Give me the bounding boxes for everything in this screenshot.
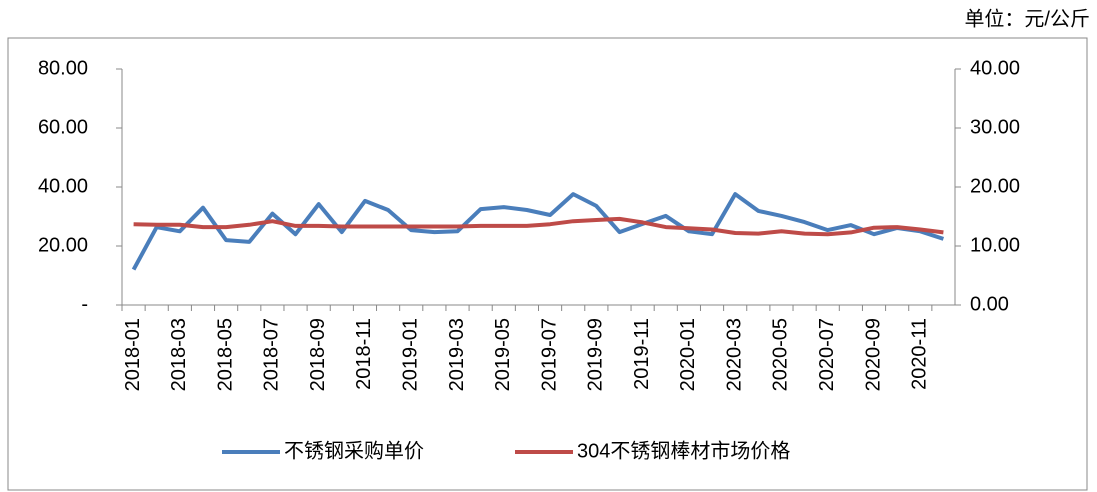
- series-line: [133, 216, 944, 237]
- x-tick-label: 2019-07: [538, 318, 560, 391]
- x-tick-label: 2020-05: [770, 318, 792, 391]
- x-tick-label: 2018-05: [214, 318, 236, 391]
- y-tick-label: 60.00: [38, 116, 88, 138]
- series-line: [131, 192, 945, 271]
- x-tick-label: 2020-11: [909, 318, 931, 390]
- y2-tick-label: 10.00: [970, 234, 1020, 256]
- y2-tick-label: 0.00: [970, 293, 1009, 315]
- y2-tick-label: 20.00: [970, 175, 1020, 197]
- x-tick-label: 2018-11: [353, 318, 375, 390]
- unit-note: 单位：元/公斤: [964, 7, 1090, 30]
- y-tick-label: -: [81, 293, 88, 315]
- x-tick-label: 2020-03: [723, 318, 745, 391]
- chart-border: [7, 37, 1088, 491]
- x-tick-label: 2020-09: [862, 318, 884, 391]
- y2-tick-label: 30.00: [970, 116, 1020, 138]
- y2-tick-label: 40.00: [970, 57, 1020, 79]
- y-tick-label: 20.00: [38, 234, 88, 256]
- x-tick-label: 2018-07: [261, 318, 283, 391]
- legend-label: 304不锈钢棒材市场价格: [577, 439, 790, 462]
- x-tick-label: 2020-01: [677, 318, 699, 391]
- x-tick-label: 2019-03: [446, 318, 468, 391]
- x-tick-label: 2018-01: [122, 318, 144, 391]
- x-tick-label: 2019-01: [400, 318, 422, 391]
- x-tick-label: 2018-09: [307, 318, 329, 391]
- y-tick-label: 80.00: [38, 57, 88, 79]
- legend-label: 不锈钢采购单价: [284, 439, 424, 462]
- y-tick-label: 40.00: [38, 175, 88, 197]
- x-tick-label: 2019-05: [492, 318, 514, 391]
- x-tick-label: 2019-11: [631, 318, 653, 390]
- x-tick-label: 2019-09: [585, 318, 607, 391]
- x-tick-label: 2018-03: [168, 318, 190, 391]
- x-tick-label: 2020-07: [816, 318, 838, 391]
